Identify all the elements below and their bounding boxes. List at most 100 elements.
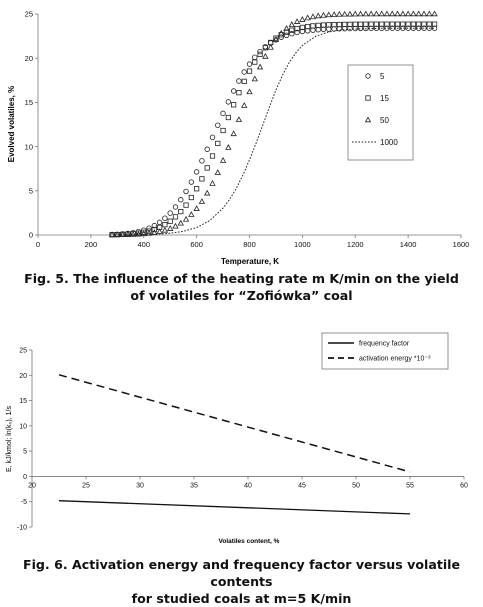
figure-5-x-tick-label: 400 (137, 240, 150, 249)
figure-5-legend-label: 1000 (380, 138, 398, 147)
figure-5-data-point (315, 27, 321, 33)
figure-5-legend-label: 15 (380, 94, 389, 103)
figure-5-data-point (151, 222, 158, 229)
figure-5-y-tick-label: 25 (25, 10, 33, 19)
figure-6-legend: frequency factor activation energy *10⁻³ (321, 332, 449, 370)
figure-5-y-tick-label: 20 (25, 54, 33, 63)
figure-5-data-point (183, 188, 189, 195)
figure-6-y-tick-label: -5 (21, 499, 27, 506)
figure-5-data-point (305, 23, 311, 30)
figure-5-data-point (246, 61, 253, 67)
figure-5-data-point (188, 211, 195, 217)
figure-6-series (58, 374, 411, 515)
figure-5-data-point (431, 10, 438, 17)
figure-5-data-point (198, 198, 206, 204)
figure-5-data-point (167, 210, 173, 216)
figure-5-series-line (117, 27, 435, 236)
figure-5-data-point (357, 21, 364, 27)
figure-5-data-point (252, 54, 258, 61)
figure-5-data-point (124, 231, 132, 237)
figure-5-data-point (273, 35, 279, 41)
figure-5-data-point (241, 78, 247, 84)
figure-5-data-point (346, 10, 354, 17)
figure-5-data-point (246, 88, 253, 95)
figure-5-data-point (289, 31, 295, 37)
figure-5-data-point (336, 21, 342, 28)
figure-6-caption: Fig. 6. Activation energy and frequency … (0, 556, 483, 607)
figure-5-data-point (194, 186, 200, 192)
figure-6-x-tick-label: 30 (136, 482, 144, 489)
figure-5-data-point (283, 29, 290, 35)
figure-5-data-point (394, 10, 401, 17)
figure-5-data-point (368, 21, 374, 27)
figure-5-data-point (294, 29, 300, 36)
figure-5-data-point (379, 21, 385, 27)
figure-5-data-point (204, 146, 210, 152)
figure-5-data-point (320, 26, 327, 33)
figure-5-chart: 0 200 400 600 800 1000 1200 1400 16000510152025 … (7, 10, 470, 266)
figure-5-data-point (347, 21, 353, 27)
figure-5-data-point (225, 114, 231, 121)
figure-5-data-point (151, 229, 158, 235)
figure-6-x-tick-label: 40 (244, 482, 252, 489)
figure-5-data-point (315, 12, 322, 19)
figure-5-data-point (161, 226, 169, 233)
figure-5-data-point (415, 10, 422, 17)
figure-5-data-point (145, 229, 153, 236)
figure-5-data-point (108, 231, 116, 238)
figure-5-data-point (172, 222, 179, 229)
figure-5-legend-label: 5 (380, 72, 385, 81)
figure-5-data-point (183, 202, 189, 208)
figure-5-data-point (347, 25, 353, 32)
figure-5-data-point (204, 165, 210, 171)
figure-5-data-point (167, 218, 173, 224)
figure-5-y-tick-label: 15 (25, 98, 33, 107)
figure-5-data-point (257, 51, 263, 57)
figure-5-x-tick-label: 0 (36, 240, 40, 249)
figure-5-x-tick-label: 1200 (347, 240, 364, 249)
figure-5-data-point (225, 99, 232, 105)
figure-6-y-tick-label: 10 (19, 423, 27, 430)
figure-5-data-point (288, 21, 295, 27)
figure-6-caption-line-1: Fig. 6. Activation energy and frequency … (22, 557, 461, 589)
figure-5-data-point (236, 78, 242, 84)
figure-6-caption-line-2: for studied coals at m=5 K/min (131, 591, 352, 606)
figure-5-data-point (178, 208, 184, 215)
figure-5-data-point (331, 26, 337, 32)
figure-5-y-tick-label: 0 (29, 231, 33, 240)
figure-6-tick-labels: 20 25 30 35 40 45 50 55 60 -10 -5 0 5 10 15 20 25 (17, 348, 468, 532)
figure-6-x-tick-label: 50 (352, 482, 360, 489)
figure-5-data-point (214, 169, 221, 175)
figure-5-data-point (299, 24, 305, 31)
figure-5-legend-label: 50 (380, 116, 389, 125)
figure-6-chart: 20 25 30 35 40 45 50 55 60 -10 -5 0 5 10 15 20 25 freque… (6, 332, 468, 545)
figure-5-tick-labels: 0 200 400 600 800 1000 1200 1400 1600 0 5 10 15 20 25 (25, 10, 470, 249)
figure-5-data-point (172, 204, 179, 210)
figure-5-x-tick-label: 600 (190, 240, 203, 249)
figure-5-data-point (129, 231, 137, 237)
figure-5-data-point (341, 10, 348, 17)
figure-5-data-point (278, 29, 285, 36)
figure-5-data-point (389, 21, 395, 27)
figure-5-data-point (188, 194, 194, 201)
figure-5-data-point (289, 27, 295, 33)
figure-5-caption-line-2: of volatiles for “Zofiówka” coal (130, 288, 353, 303)
figure-6-series-line (58, 374, 411, 473)
figure-5-data-point (352, 21, 358, 27)
figure-5-data-point (146, 228, 152, 234)
figure-5-y-tick-label: 5 (29, 187, 33, 196)
figure-5-data-point (262, 52, 269, 59)
figure-5-data-point (299, 16, 306, 22)
figure-5-legend: 5 15 50 1000 (347, 64, 414, 161)
figure-5-data-point (178, 197, 184, 203)
figure-5-data-point (140, 230, 147, 237)
figure-5-data-point (426, 10, 433, 17)
figure-5-data-point (330, 11, 338, 17)
figure-5-data-point (378, 10, 385, 17)
figure-6-axes (29, 349, 465, 528)
figure-5-data-point (162, 215, 168, 221)
figure-5-data-point (182, 215, 190, 222)
figure-5-data-point (294, 25, 300, 32)
figure-5-data-point (325, 11, 332, 18)
figure-5-y-tick-label: 10 (25, 142, 33, 151)
